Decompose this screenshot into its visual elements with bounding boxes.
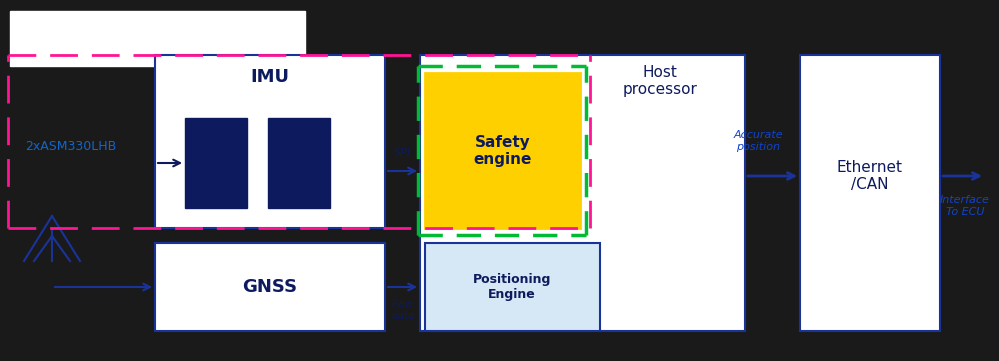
- Bar: [155, 55, 385, 228]
- Bar: [185, 118, 247, 208]
- Bar: [425, 243, 600, 331]
- Bar: [10, 11, 305, 66]
- Text: 2xASM330LHB: 2xASM330LHB: [25, 139, 116, 152]
- Bar: [155, 243, 385, 331]
- Bar: [268, 118, 330, 208]
- Text: Host
processor: Host processor: [622, 65, 697, 97]
- Text: Interface
To ECU: Interface To ECU: [940, 195, 990, 217]
- Text: Safety
engine: Safety engine: [474, 135, 532, 167]
- Bar: [420, 55, 745, 331]
- Text: Raw
data: Raw data: [392, 299, 415, 321]
- Text: Accurate
position: Accurate position: [733, 130, 783, 152]
- Bar: [425, 73, 580, 228]
- Bar: [800, 55, 940, 331]
- Text: IMU: IMU: [251, 68, 290, 86]
- Text: Ethernet
/CAN: Ethernet /CAN: [837, 160, 903, 192]
- Text: GNSS: GNSS: [243, 278, 298, 296]
- Text: SPI: SPI: [395, 148, 412, 158]
- Text: Positioning
Engine: Positioning Engine: [473, 273, 551, 301]
